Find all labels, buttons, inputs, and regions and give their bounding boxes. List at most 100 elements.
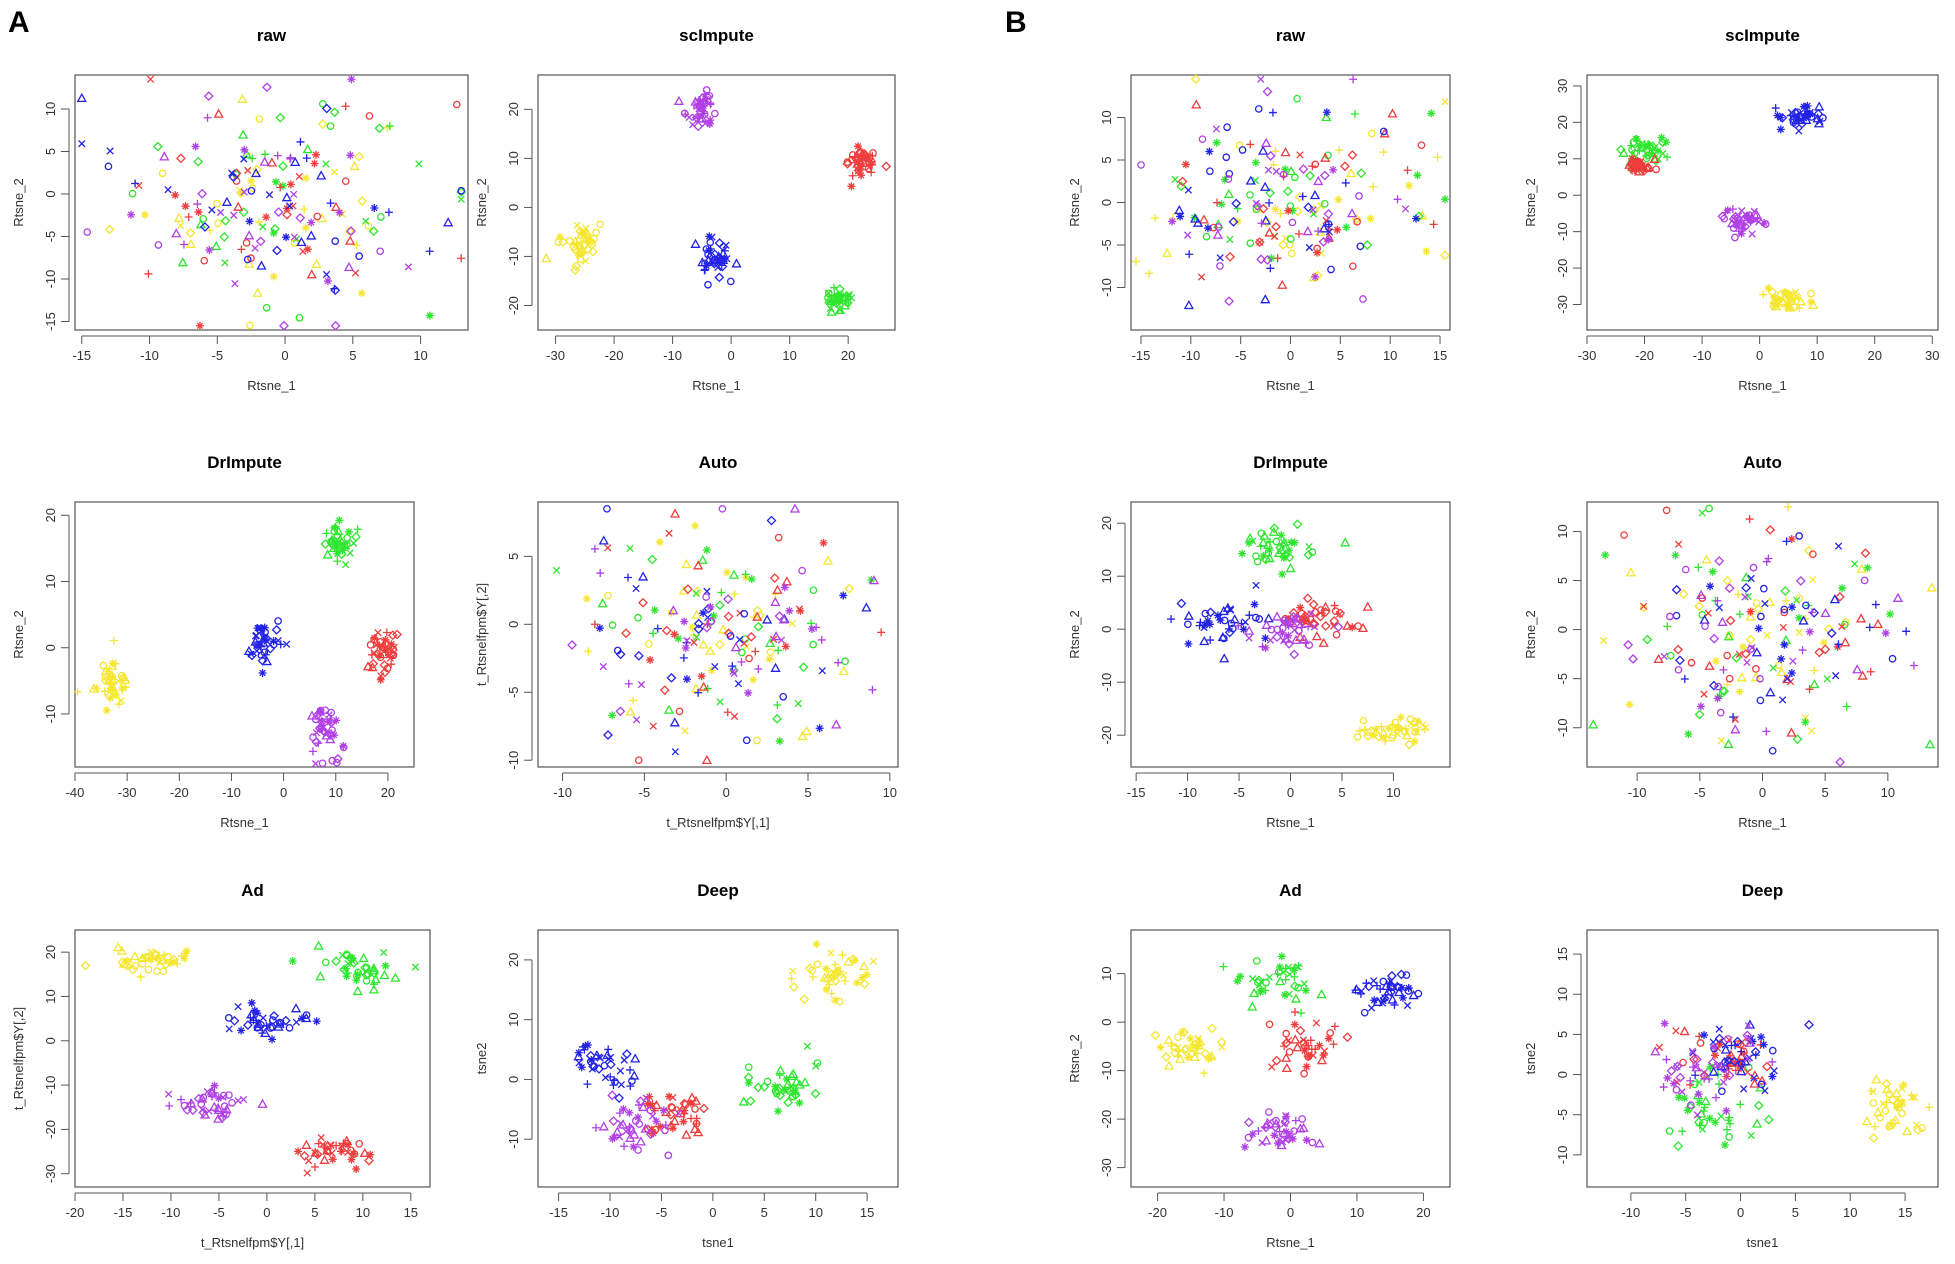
point-blue bbox=[245, 217, 254, 226]
point-yellow bbox=[1193, 1042, 1202, 1051]
point-blue bbox=[247, 186, 256, 195]
point-yellow bbox=[570, 236, 581, 246]
y-axis-label: Rtsne_2 bbox=[1523, 610, 1538, 658]
point-red bbox=[364, 1155, 374, 1166]
point-red bbox=[303, 1169, 311, 1177]
point-blue bbox=[1718, 1087, 1726, 1096]
point-green bbox=[1238, 549, 1247, 558]
point-green bbox=[199, 214, 208, 223]
point-red bbox=[686, 1099, 695, 1108]
point-blue bbox=[106, 147, 114, 155]
point-yellow bbox=[1885, 1122, 1893, 1131]
point-green bbox=[552, 566, 561, 575]
point-purple bbox=[1720, 214, 1729, 223]
point-blue bbox=[1754, 624, 1763, 633]
point-blue bbox=[1219, 653, 1230, 663]
y-tick-label: 5 bbox=[43, 148, 58, 155]
point-green bbox=[1362, 240, 1373, 250]
x-axis-label: Rtsne_1 bbox=[247, 378, 295, 393]
point-red bbox=[854, 142, 863, 151]
y-tick-label: 5 bbox=[1555, 1031, 1570, 1038]
point-red bbox=[1246, 140, 1255, 149]
point-blue bbox=[735, 636, 744, 644]
point-purple bbox=[230, 211, 238, 219]
point-red bbox=[877, 628, 886, 637]
point-yellow bbox=[166, 958, 175, 967]
point-red bbox=[634, 756, 643, 765]
point-blue bbox=[706, 244, 715, 253]
point-blue bbox=[1832, 672, 1840, 680]
point-blue bbox=[330, 284, 339, 293]
point-purple bbox=[1265, 1108, 1273, 1116]
point-purple bbox=[1693, 1111, 1702, 1119]
point-purple bbox=[1743, 658, 1751, 667]
point-green bbox=[1286, 165, 1297, 176]
point-red bbox=[1679, 1026, 1690, 1036]
point-red bbox=[1634, 166, 1645, 176]
point-purple bbox=[1137, 161, 1145, 169]
point-blue bbox=[728, 662, 737, 671]
point-purple bbox=[1741, 593, 1749, 601]
point-red bbox=[852, 158, 863, 168]
point-purple bbox=[1746, 216, 1755, 225]
y-tick-label: -10 bbox=[1099, 1061, 1114, 1080]
point-red bbox=[175, 153, 186, 164]
point-purple bbox=[1349, 75, 1358, 84]
point-blue bbox=[355, 252, 364, 260]
point-purple bbox=[1346, 208, 1358, 218]
point-green bbox=[834, 304, 846, 314]
point-blue bbox=[1800, 114, 1809, 123]
point-green bbox=[1281, 165, 1290, 174]
point-green bbox=[1279, 968, 1288, 976]
point-blue bbox=[605, 1059, 616, 1070]
point-blue bbox=[705, 232, 714, 241]
point-purple bbox=[702, 593, 710, 601]
point-purple bbox=[311, 737, 322, 747]
point-green bbox=[1717, 1112, 1725, 1120]
x-tick-label: -30 bbox=[118, 785, 137, 800]
point-blue bbox=[704, 613, 712, 622]
point-yellow bbox=[582, 594, 591, 603]
point-red bbox=[1620, 531, 1628, 539]
point-red bbox=[621, 628, 631, 639]
point-green bbox=[1356, 168, 1367, 179]
point-yellow bbox=[801, 725, 812, 736]
point-green bbox=[674, 634, 683, 643]
point-yellow bbox=[141, 952, 151, 963]
point-blue bbox=[330, 285, 341, 296]
point-purple bbox=[1743, 1055, 1752, 1063]
plot-B-drimpute: DrImpute-15 -10 -5 0 5 10-20-1001020Rtsne_1Rt… bbox=[1067, 453, 1451, 830]
point-purple bbox=[347, 75, 356, 84]
point-purple bbox=[659, 1106, 668, 1115]
point-green bbox=[331, 956, 342, 967]
point-purple bbox=[608, 1116, 619, 1126]
point-red bbox=[347, 1155, 356, 1164]
point-purple bbox=[1742, 211, 1751, 220]
point-purple bbox=[1264, 166, 1273, 174]
point-blue bbox=[1259, 181, 1271, 191]
point-yellow bbox=[1396, 713, 1405, 722]
point-green bbox=[425, 311, 434, 320]
point-red bbox=[1290, 1034, 1301, 1044]
point-red bbox=[1840, 637, 1851, 647]
point-yellow bbox=[1271, 205, 1280, 214]
point-blue bbox=[384, 208, 393, 217]
point-yellow bbox=[158, 169, 167, 178]
point-purple bbox=[1696, 589, 1707, 600]
point-yellow bbox=[1712, 657, 1721, 666]
point-blue bbox=[225, 1025, 233, 1033]
point-yellow bbox=[1778, 299, 1787, 308]
point-purple bbox=[1262, 255, 1273, 265]
y-axis-label: Rtsne_2 bbox=[1067, 610, 1082, 658]
point-green bbox=[350, 539, 358, 547]
y-tick-label: 20 bbox=[1099, 516, 1114, 530]
point-blue bbox=[292, 1018, 301, 1026]
point-green bbox=[1725, 1133, 1733, 1141]
point-blue bbox=[601, 1073, 610, 1082]
point-green bbox=[270, 223, 280, 234]
point-green bbox=[261, 150, 270, 159]
point-green bbox=[1705, 1114, 1714, 1123]
point-purple bbox=[83, 228, 92, 236]
point-yellow bbox=[838, 950, 847, 959]
point-green bbox=[368, 984, 380, 994]
